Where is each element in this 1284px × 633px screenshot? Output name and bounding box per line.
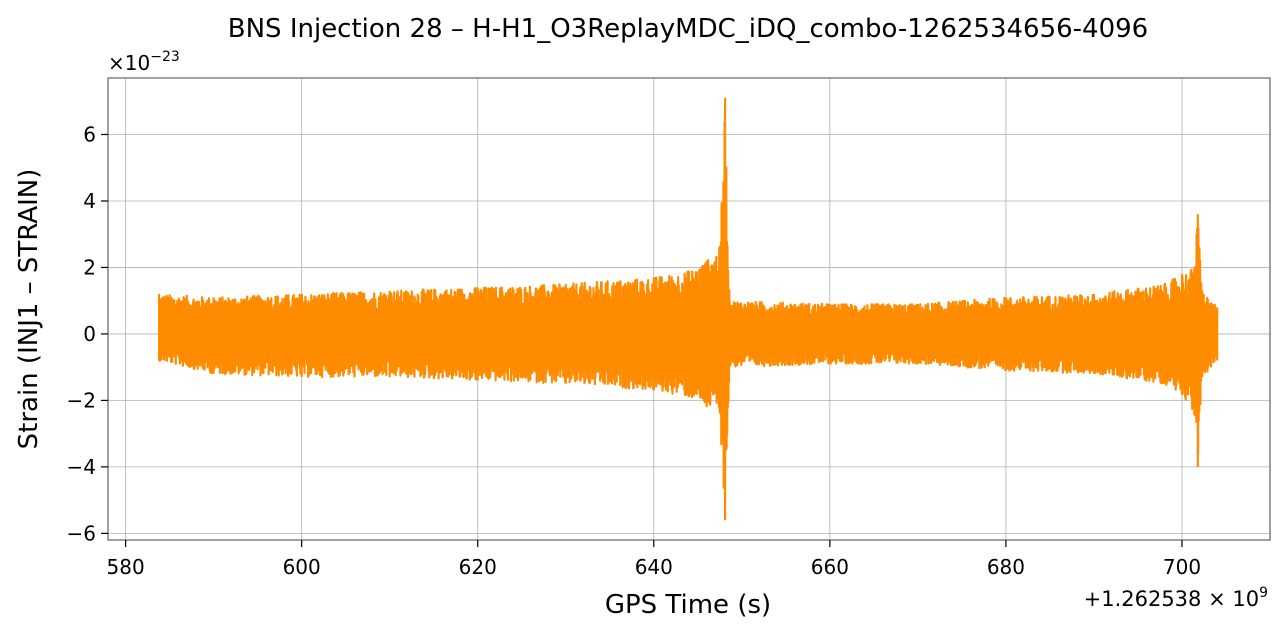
series-strain (158, 97, 1219, 521)
x-axis-ticks: 580 600 620 640 660 680 700 (107, 540, 1201, 579)
x-tick-label: 660 (811, 555, 849, 579)
y-tick-label: 0 (83, 322, 96, 346)
series-line-strain (158, 97, 1219, 521)
plot-frame (107, 77, 1271, 541)
x-offset-label: +1.262538 × 109 (1084, 585, 1268, 611)
y-tick-label: 4 (83, 189, 96, 213)
y-tick-label: −4 (67, 455, 96, 479)
x-tick-label: 640 (635, 555, 673, 579)
x-offset-exponent: 9 (1259, 585, 1268, 601)
y-tick-label: −2 (67, 388, 96, 412)
x-offset-base: +1.262538 × 10 (1084, 587, 1259, 611)
x-axis-label: GPS Time (s) (605, 590, 771, 620)
x-tick-label: 600 (283, 555, 321, 579)
y-axis-ticks: 6 4 2 0 −2 −4 −6 (67, 123, 108, 545)
y-tick-label: −6 (67, 521, 96, 545)
x-tick-label: 580 (107, 555, 145, 579)
y-axis-label: Strain (INJ1 – STRAIN) (14, 169, 44, 450)
x-tick-label: 680 (987, 555, 1025, 579)
y-multiplier-base: ×10 (108, 51, 150, 75)
chart-title: BNS Injection 28 – H-H1_O3ReplayMDC_iDQ_… (228, 14, 1148, 44)
y-multiplier-label: ×10−23 (108, 49, 180, 75)
y-tick-label: 2 (83, 255, 96, 279)
x-tick-label: 620 (459, 555, 497, 579)
y-multiplier-exponent: −23 (150, 49, 180, 65)
y-tick-label: 6 (83, 123, 96, 147)
x-tick-label: 700 (1163, 555, 1201, 579)
